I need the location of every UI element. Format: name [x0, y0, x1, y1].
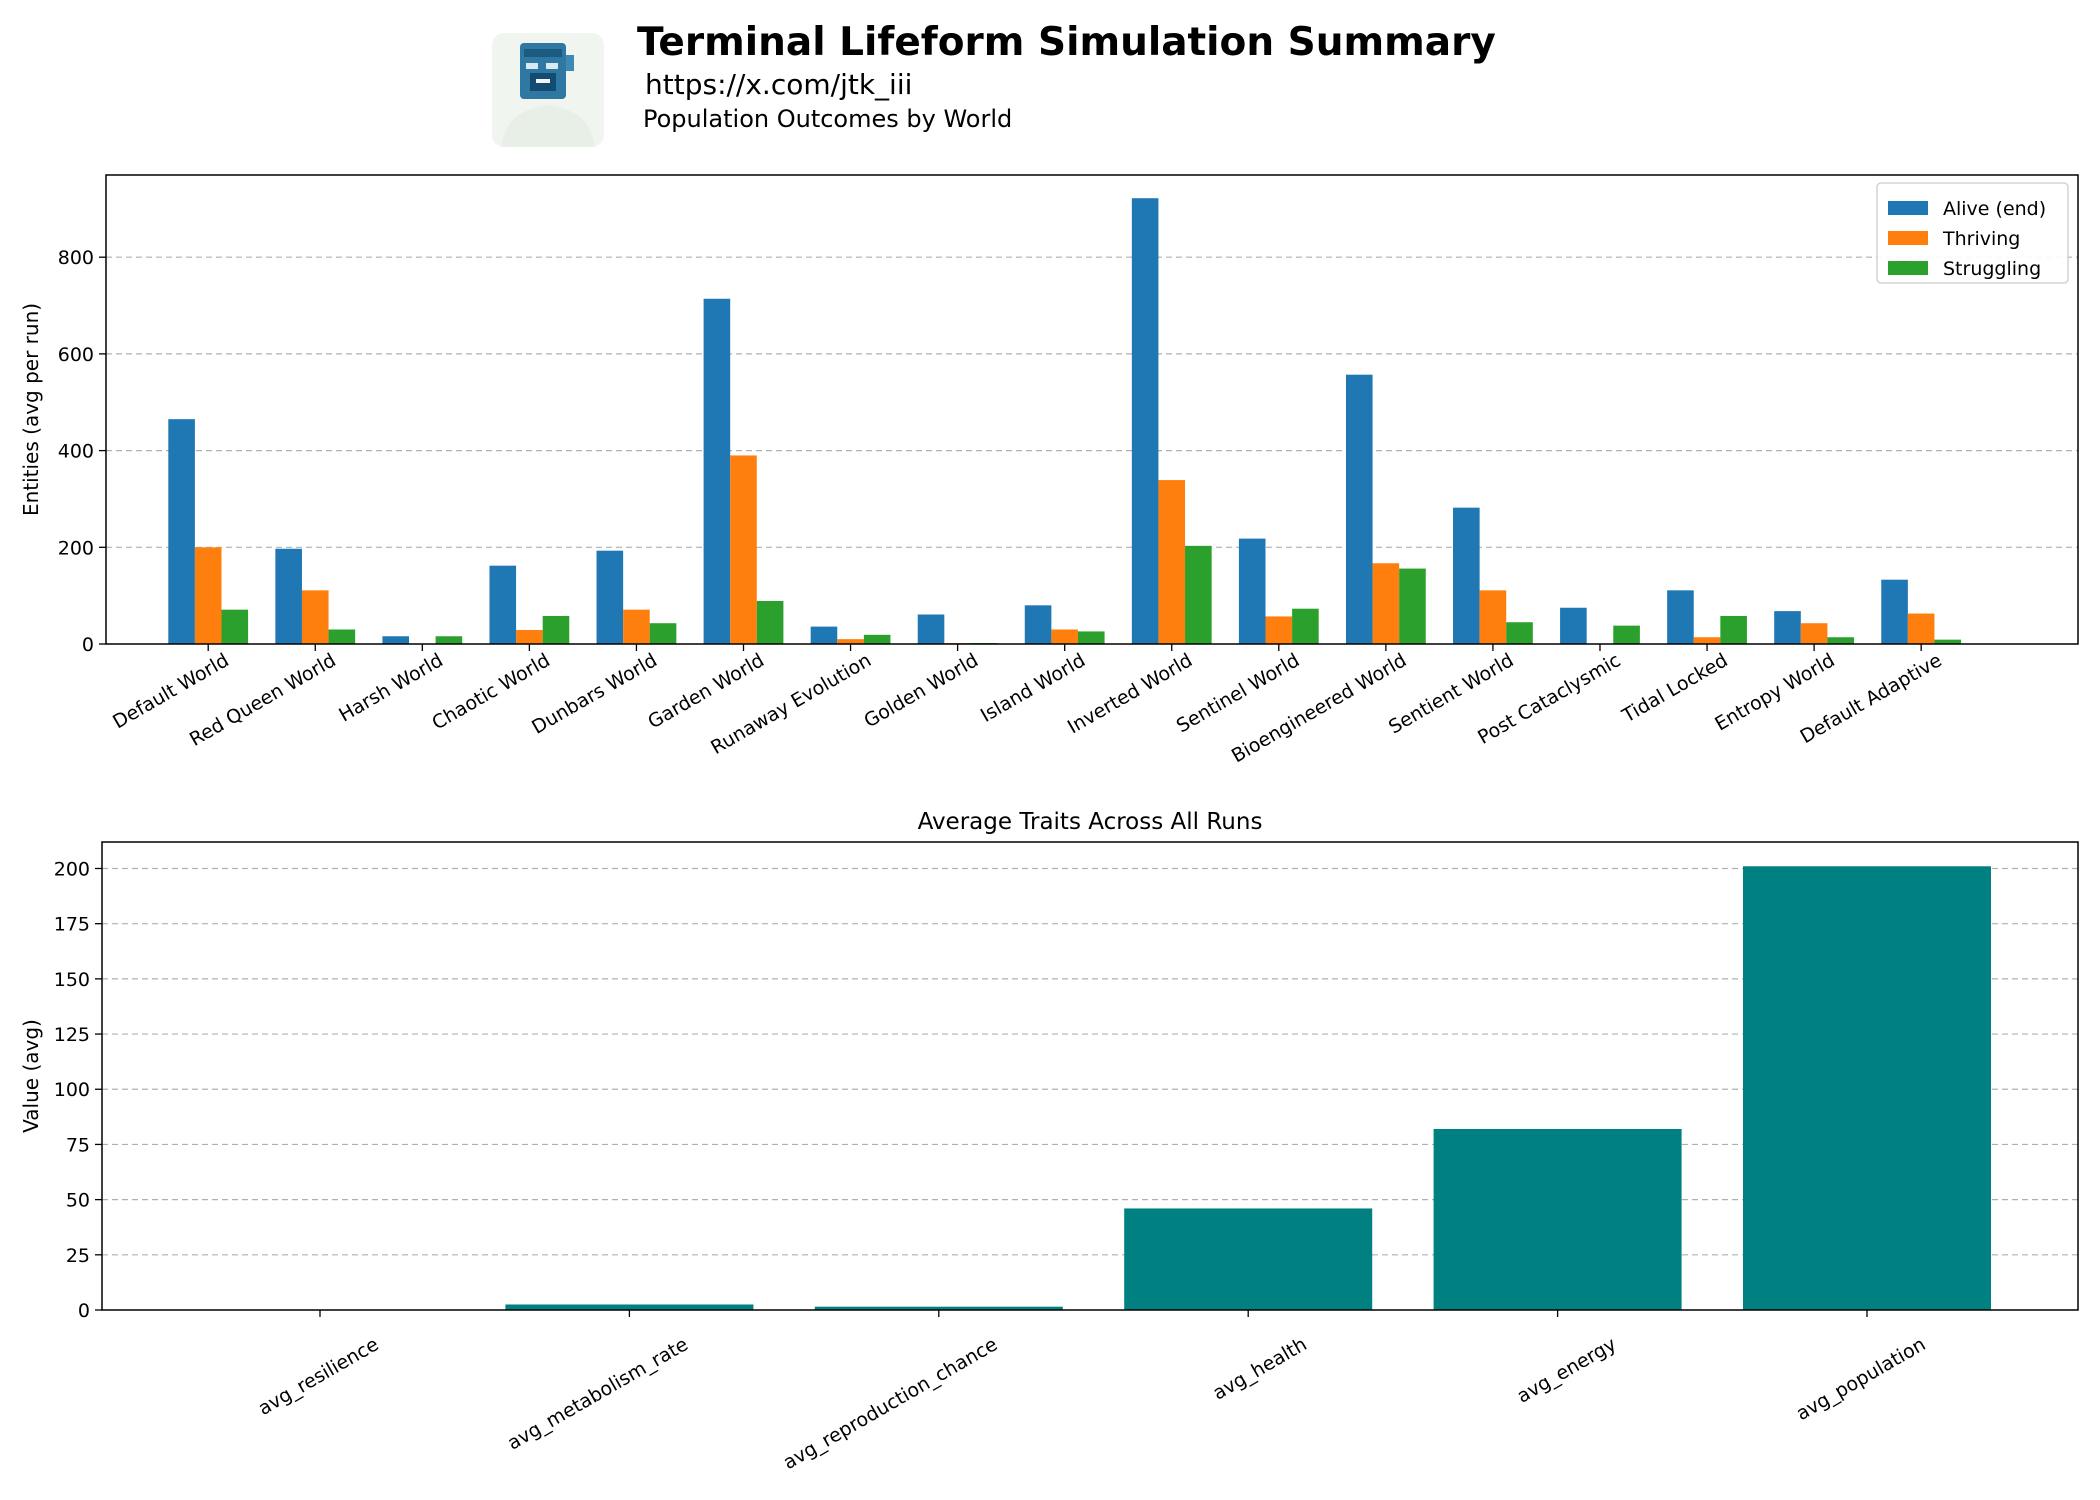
avatar-logo-icon [492, 33, 604, 147]
x-tick-label: Bioengineered World [1228, 649, 1411, 767]
page-title: Terminal Lifeform Simulation Summary [637, 20, 1496, 65]
bar-alive [917, 614, 945, 644]
bar-alive [1345, 374, 1373, 644]
x-tick-label: avg_energy [1513, 1333, 1620, 1407]
bar-alive [1667, 590, 1694, 644]
bar-trait [505, 1304, 754, 1310]
y-tick-label: 200 [54, 858, 90, 880]
bar-struggling [328, 629, 356, 644]
legend-label-thriving: Thriving [1942, 228, 2020, 250]
bar-alive [168, 419, 195, 644]
bar-struggling [435, 636, 463, 644]
x-tick-label: avg_metabolism_rate [504, 1333, 692, 1454]
y-tick-label: 0 [82, 634, 94, 656]
y-axis-label: Entities (avg per run) [19, 303, 43, 516]
average-traits-chart: Average Traits Across All Runs 0 25 50 75 100… [19, 809, 2079, 1474]
x-tick-label: avg_population [1792, 1333, 1929, 1425]
y-tick-label: 25 [66, 1245, 90, 1267]
bar-struggling [1506, 622, 1533, 644]
bar-struggling [1185, 545, 1212, 644]
bar-alive [1238, 538, 1266, 644]
legend-swatch-alive [1888, 201, 1928, 215]
bar-struggling [1827, 637, 1854, 644]
y-tick-label: 175 [54, 914, 90, 936]
bar-trait [814, 1306, 1063, 1310]
bar-struggling [863, 634, 891, 644]
bar-thriving [194, 547, 222, 644]
profile-url: https://x.com/jtk_iii [645, 68, 913, 101]
bar-struggling [1720, 615, 1747, 644]
bar-thriving [730, 455, 757, 644]
x-tick-label: avg_health [1209, 1333, 1311, 1404]
page-subtitle: Population Outcomes by World [643, 105, 1013, 133]
bar-thriving [516, 629, 543, 644]
y-tick-label: 600 [58, 344, 94, 366]
y-tick-label: 400 [58, 441, 94, 463]
bar-trait [1124, 1208, 1373, 1310]
bar-alive [275, 548, 302, 644]
bar-thriving [1693, 637, 1721, 644]
bar-alive [703, 298, 731, 644]
y-tick-label: 200 [58, 537, 94, 559]
bar-struggling [1292, 608, 1319, 644]
bar-thriving [1372, 563, 1400, 644]
y-tick-label: 150 [54, 969, 90, 991]
bar-alive [1560, 607, 1587, 644]
bar-struggling [756, 600, 784, 644]
bar-alive [1131, 198, 1159, 644]
bar-struggling [1077, 631, 1105, 644]
y-tick-label: 100 [54, 1079, 90, 1101]
y-tick-label: 800 [58, 247, 94, 269]
bar-struggling [542, 615, 570, 644]
bar-struggling [1934, 639, 1962, 644]
bar-alive [489, 565, 517, 644]
bar-struggling [1613, 625, 1640, 644]
x-tick-label: avg_resilience [254, 1333, 382, 1420]
bar-struggling [649, 623, 677, 644]
bar-thriving [1907, 613, 1935, 644]
bar-alive [810, 626, 838, 644]
bar-alive [1881, 579, 1908, 644]
bar-thriving [301, 590, 329, 644]
bar-trait [1433, 1128, 1682, 1310]
bar-struggling [1399, 568, 1426, 644]
y-tick-label: 75 [66, 1134, 90, 1156]
legend-swatch-thriving [1888, 231, 1928, 245]
chart-title: Average Traits Across All Runs [918, 809, 1263, 835]
legend-swatch-struggling [1888, 261, 1928, 275]
x-tick-label: Golden World [860, 649, 982, 732]
bar-thriving [1265, 616, 1293, 644]
bar-thriving [1051, 629, 1078, 644]
x-tick-label: avg_reproduction_chance [780, 1333, 1002, 1474]
legend-label-alive: Alive (end) [1943, 198, 2046, 220]
y-tick-label: 125 [54, 1024, 90, 1046]
bar-thriving [623, 609, 650, 644]
bar-alive [1453, 507, 1480, 644]
bar-thriving [837, 639, 864, 644]
y-axis-label: Value (avg) [19, 1019, 43, 1133]
bar-struggling [221, 609, 249, 644]
plot-frame [105, 174, 2079, 645]
bar-thriving [1158, 480, 1186, 644]
bar-thriving [1800, 623, 1828, 644]
bar-alive [596, 550, 624, 644]
bar-alive [1024, 605, 1052, 644]
plot-frame [101, 841, 2079, 1311]
bar-alive [1774, 611, 1801, 644]
bar-alive [382, 636, 410, 644]
y-tick-label: 0 [78, 1300, 90, 1322]
bar-trait [1743, 866, 1991, 1310]
y-tick-label: 50 [66, 1190, 90, 1212]
legend-label-struggling: Struggling [1943, 258, 2041, 280]
bar-thriving [1479, 590, 1507, 644]
